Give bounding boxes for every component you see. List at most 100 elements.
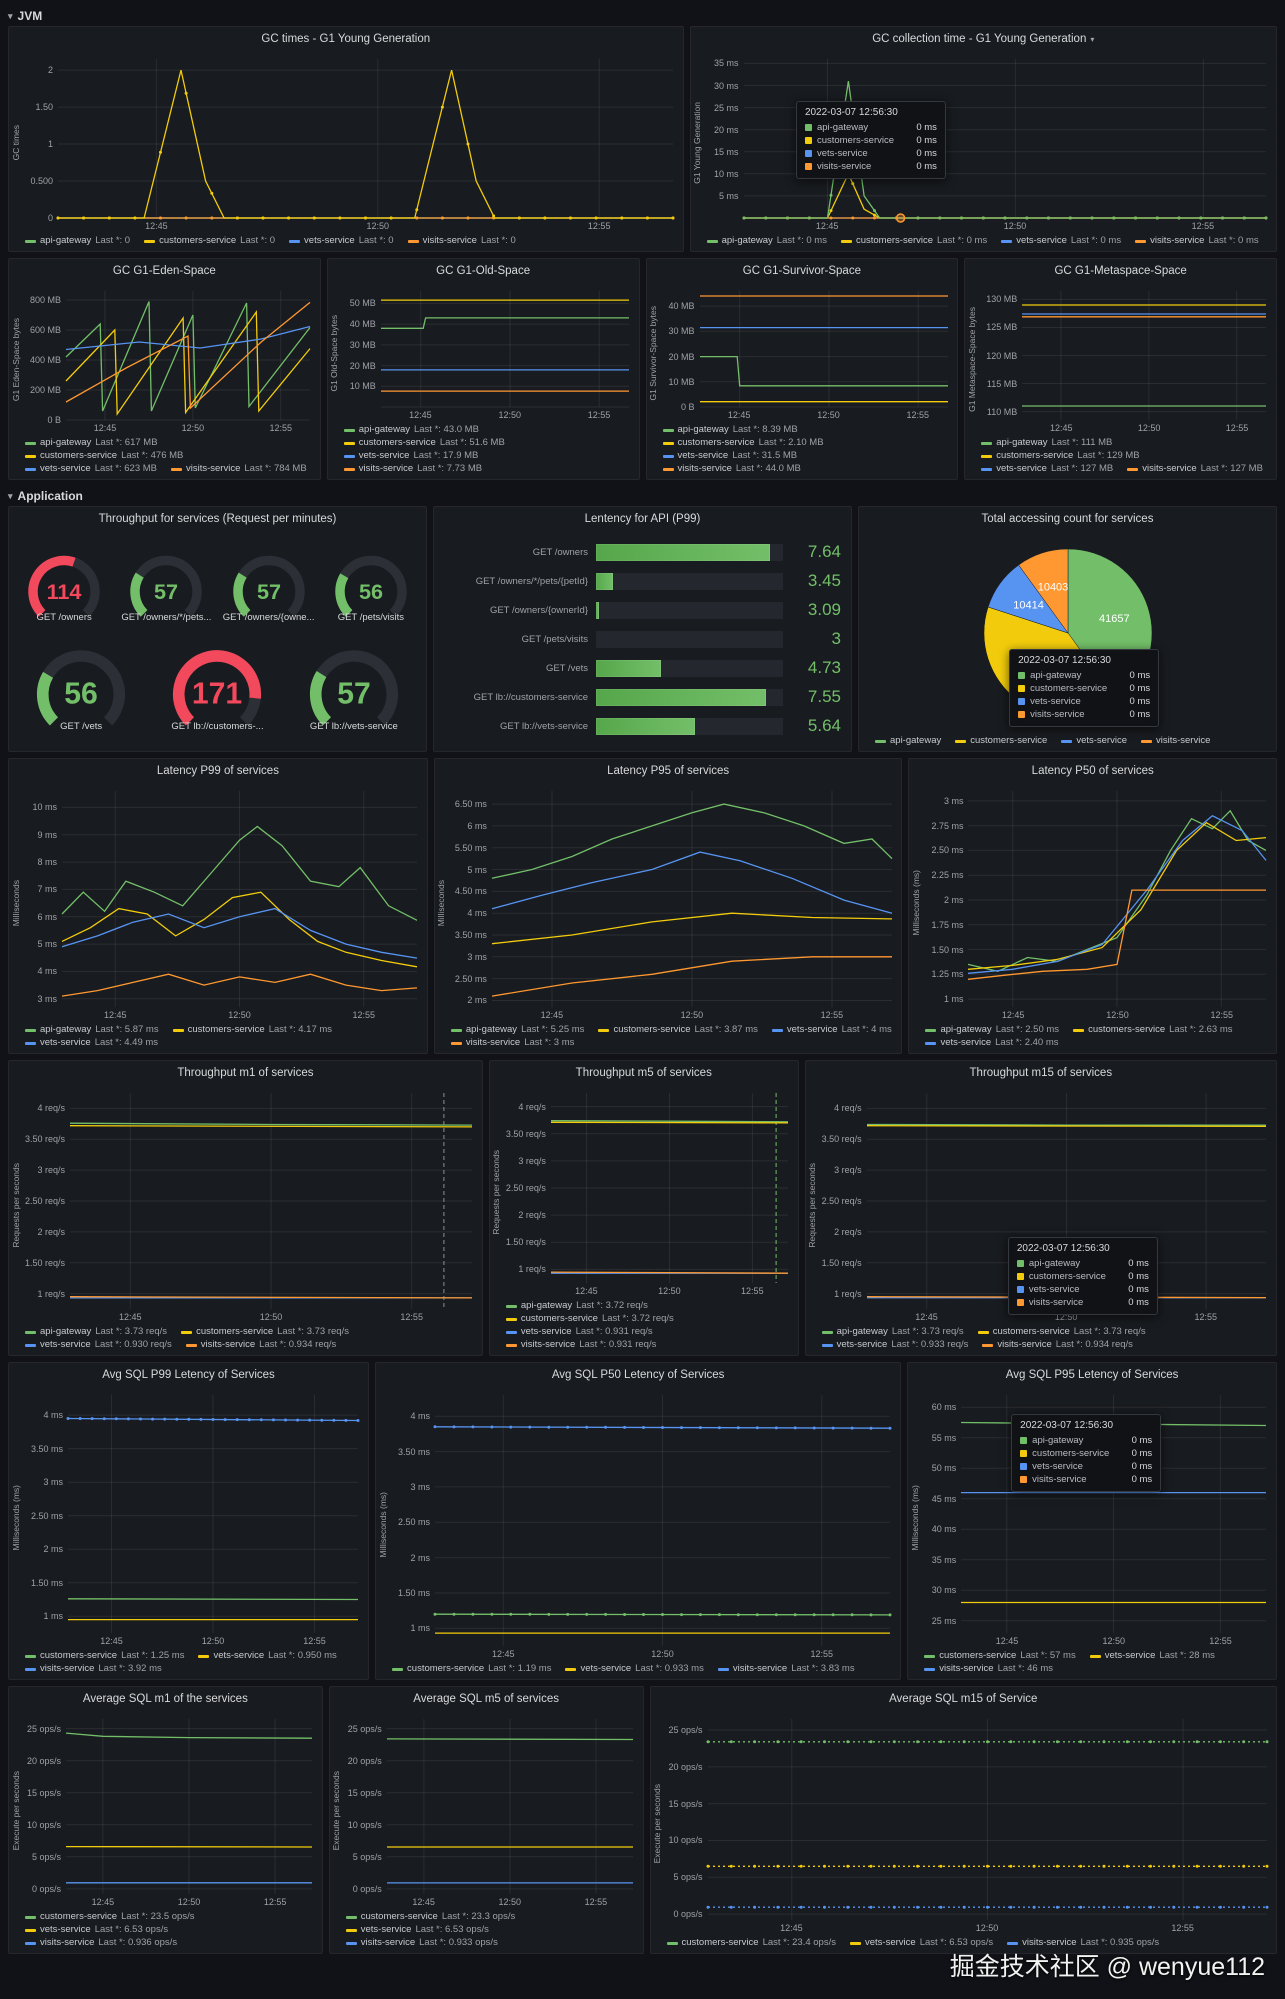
- legend-item-vets-service[interactable]: vets-service Last *: 127 MB: [981, 463, 1113, 475]
- legend-item-customers-service[interactable]: customers-service Last *: 3.87 ms: [598, 1024, 758, 1036]
- legend-item-vets-service[interactable]: vets-service Last *: 0.931 req/s: [505, 1326, 653, 1338]
- panel-header[interactable]: Lentency for API (P99): [434, 507, 851, 531]
- panel-header[interactable]: Average SQL m1 of the services: [9, 1687, 322, 1711]
- legend-item-customers-service[interactable]: customers-service Last *: 23.3 ops/s: [345, 1911, 515, 1923]
- plot-area[interactable]: 50 MB 40 MB 30 MB 20 MB 10 MB 12:45 12:50 12:55: [341, 283, 639, 423]
- legend-item-api-gateway[interactable]: api-gateway Last *: 5.87 ms: [25, 1024, 159, 1036]
- legend-item-customers-service[interactable]: customers-service Last *: 23.4 ops/s: [666, 1937, 836, 1949]
- plot-area[interactable]: 3 ms 2.75 ms 2.50 ms 2.25 ms 2 ms 1.75 ms 1.50…: [922, 783, 1276, 1023]
- legend-item-visits-service[interactable]: visits-service Last *: 3.92 ms: [25, 1663, 162, 1675]
- legend-item-customers-service[interactable]: customers-service Last *: 57 ms: [924, 1650, 1076, 1662]
- panel-header[interactable]: Throughput m5 of services: [490, 1061, 798, 1085]
- legend-item-visits-service[interactable]: visits-service Last *: 0.931 req/s: [505, 1339, 656, 1351]
- legend-item-visits-service[interactable]: visits-service Last *: 127 MB: [1127, 463, 1263, 475]
- legend-item-vets-service[interactable]: vets-service Last *: 2.40 ms: [925, 1037, 1059, 1049]
- panel-body[interactable]: GET /owners 7.64 GET /owners/*/pets/{petId…: [434, 531, 851, 751]
- plot-area[interactable]: 40 MB 30 MB 20 MB 10 MB 0 B 12:45 12:50 12:55: [660, 283, 958, 423]
- legend-item-api-gateway[interactable]: api-gateway Last *: 43.0 MB: [343, 424, 479, 436]
- legend-item-visits-service[interactable]: visits-service Last *: 46 ms: [924, 1663, 1053, 1675]
- legend-item-vets-service[interactable]: vets-service Last *: 0.933 req/s: [821, 1339, 968, 1351]
- legend-item-api-gateway[interactable]: api-gateway Last *: 2.50 ms: [925, 1024, 1059, 1036]
- panel-header[interactable]: Throughput m15 of services: [806, 1061, 1276, 1085]
- panel-header[interactable]: Throughput m1 of services: [9, 1061, 482, 1085]
- legend-item-vets-service[interactable]: vets-service Last *: 4 ms: [771, 1024, 892, 1036]
- legend-item-customers-service[interactable]: customers-service Last *: 2.10 MB: [662, 437, 824, 449]
- legend-item-customers-service[interactable]: customers-service Last *: 2.63 ms: [1073, 1024, 1233, 1036]
- legend-item-customers-service[interactable]: customers-service Last *: 129 MB: [981, 450, 1140, 462]
- panel-body[interactable]: Milliseconds (ms) 4 ms 3.50 ms 3 ms 2.50 ms 2…: [376, 1387, 900, 1662]
- legend-item-api-gateway[interactable]: api-gateway: [875, 735, 941, 747]
- legend-item-vets-service[interactable]: vets-service Last *: 0.950 ms: [198, 1650, 337, 1662]
- legend-item-visits-service[interactable]: visits-service Last *: 3 ms: [450, 1037, 574, 1049]
- plot-area[interactable]: 130 MB 125 MB 120 MB 115 MB 110 MB 12:45 12:50…: [978, 283, 1276, 436]
- panel-header[interactable]: Average SQL m15 of Service: [651, 1687, 1277, 1711]
- legend-item-vets-service[interactable]: vets-service Last *: 31.5 MB: [662, 450, 797, 462]
- legend-item-vets-service[interactable]: vets-service Last *: 0: [289, 235, 394, 247]
- panel-body[interactable]: 114 GET /owners 57 GET /owners/*/pets... 57 G…: [9, 531, 426, 751]
- legend-item-customers-service[interactable]: customers-service Last *: 1.25 ms: [25, 1650, 184, 1662]
- legend-item-customers-service[interactable]: customers-service Last *: 3.73 req/s: [977, 1326, 1146, 1338]
- legend-item-vets-service[interactable]: vets-service Last *: 4.49 ms: [25, 1037, 158, 1049]
- legend-item-customers-service[interactable]: customers-service Last *: 476 MB: [25, 450, 183, 462]
- panel-body[interactable]: G1 Old-Space bytes 50 MB 40 MB 30 MB 20 MB 10…: [328, 283, 639, 423]
- panel-header[interactable]: Avg SQL P99 Letency of Services: [9, 1363, 368, 1387]
- plot-area[interactable]: 60 ms 55 ms 50 ms 45 ms 40 ms 35 ms 30 ms 25 ms…: [921, 1387, 1276, 1649]
- legend-item-visits-service[interactable]: visits-service Last *: 0.933 ops/s: [345, 1937, 498, 1949]
- panel-body[interactable]: Milliseconds (ms) 4 ms 3.50 ms 3 ms 2.50 ms 2…: [9, 1387, 368, 1649]
- panel-body[interactable]: Execute per seconds 25 ops/s 20 ops/s 15 op…: [9, 1711, 322, 1910]
- plot-area[interactable]: 35 ms 30 ms 25 ms 20 ms 15 ms 10 ms 5 ms 12:45 1…: [704, 51, 1276, 234]
- panel-header[interactable]: Average SQL m5 of services: [330, 1687, 643, 1711]
- legend-item-visits-service[interactable]: visits-service Last *: 44.0 MB: [662, 463, 801, 475]
- panel-header[interactable]: GC G1-Metaspace-Space: [965, 259, 1276, 283]
- panel-body[interactable]: Milliseconds 10 ms 9 ms 8 ms 7 ms 6 ms 5 ms 4 m…: [9, 783, 427, 1023]
- plot-area[interactable]: 4 ms 3.50 ms 3 ms 2.50 ms 2 ms 1.50 ms 1 ms 12:…: [389, 1387, 900, 1662]
- section-header-jvm[interactable]: ▾ JVM: [8, 6, 1277, 26]
- panel-body[interactable]: Requests per seconds 4 req/s 3.50 req/s 3 r…: [490, 1085, 798, 1299]
- panel-header[interactable]: Throughput for services (Request per min…: [9, 507, 426, 531]
- panel-header[interactable]: Latency P95 of services: [435, 759, 902, 783]
- legend-item-api-gateway[interactable]: api-gateway Last *: 5.25 ms: [450, 1024, 584, 1036]
- plot-area[interactable]: 25 ops/s 20 ops/s 15 ops/s 10 ops/s 5 ops/s 0…: [343, 1711, 643, 1910]
- plot-area[interactable]: 4 ms 3.50 ms 3 ms 2.50 ms 2 ms 1.50 ms 1 ms 12:…: [22, 1387, 368, 1649]
- panel-body[interactable]: G1 Metaspace-Space bytes 130 MB 125 MB 120 …: [965, 283, 1276, 436]
- panel-header[interactable]: GC collection time - G1 Young Generation…: [691, 27, 1276, 51]
- legend-item-visits-service[interactable]: visits-service: [1141, 735, 1210, 747]
- legend-item-vets-service[interactable]: vets-service Last *: 6.53 ops/s: [25, 1924, 168, 1936]
- legend-item-customers-service[interactable]: customers-service Last *: 0 ms: [840, 235, 987, 247]
- panel-header[interactable]: GC G1-Survivor-Space: [647, 259, 958, 283]
- legend-item-visits-service[interactable]: visits-service Last *: 0: [407, 235, 516, 247]
- legend-item-api-gateway[interactable]: api-gateway Last *: 8.39 MB: [662, 424, 798, 436]
- pie-slice-visits-service[interactable]: [1017, 548, 1068, 634]
- legend-item-visits-service[interactable]: visits-service Last *: 0.934 req/s: [185, 1339, 336, 1351]
- legend-item-vets-service[interactable]: vets-service: [1061, 735, 1127, 747]
- legend-item-visits-service[interactable]: visits-service Last *: 0.934 req/s: [982, 1339, 1133, 1351]
- legend-item-visits-service[interactable]: visits-service Last *: 0 ms: [1135, 235, 1259, 247]
- panel-header[interactable]: Total accessing count for services: [859, 507, 1276, 531]
- legend-item-customers-service[interactable]: customers-service Last *: 23.5 ops/s: [25, 1911, 195, 1923]
- legend-item-api-gateway[interactable]: api-gateway Last *: 0 ms: [706, 235, 827, 247]
- panel-body[interactable]: Execute per seconds 25 ops/s 20 ops/s 15 op…: [651, 1711, 1277, 1936]
- legend-item-customers-service[interactable]: customers-service Last *: 4.17 ms: [172, 1024, 332, 1036]
- panel-header[interactable]: GC times - G1 Young Generation: [9, 27, 683, 51]
- panel-body[interactable]: Milliseconds (ms) 3 ms 2.75 ms 2.50 ms 2.25 …: [909, 783, 1276, 1023]
- legend-item-vets-service[interactable]: vets-service Last *: 28 ms: [1089, 1650, 1215, 1662]
- legend-item-visits-service[interactable]: visits-service Last *: 784 MB: [171, 463, 307, 475]
- plot-area[interactable]: 4 req/s 3.50 req/s 3 req/s 2.50 req/s 2 req/…: [503, 1085, 798, 1299]
- plot-area[interactable]: 25 ops/s 20 ops/s 15 ops/s 10 ops/s 5 ops/s 0…: [22, 1711, 322, 1910]
- panel-body[interactable]: GC times 2 1.50 1 0.500 0 12:45 12:50 12:55: [9, 51, 683, 234]
- legend-item-vets-service[interactable]: vets-service Last *: 6.53 ops/s: [850, 1937, 993, 1949]
- plot-area[interactable]: 2 1.50 1 0.500 0 12:45 12:50 12:55: [22, 51, 683, 234]
- legend-item-customers-service[interactable]: customers-service: [955, 735, 1047, 747]
- panel-header[interactable]: Avg SQL P50 Letency of Services: [376, 1363, 900, 1387]
- legend-item-vets-service[interactable]: vets-service Last *: 0.930 req/s: [25, 1339, 172, 1351]
- panel-body[interactable]: Requests per seconds 4 req/s 3.50 req/s 3 r…: [9, 1085, 482, 1325]
- legend-item-customers-service[interactable]: customers-service Last *: 1.19 ms: [392, 1663, 551, 1675]
- section-header-application[interactable]: ▾ Application: [8, 486, 1277, 506]
- legend-item-api-gateway[interactable]: api-gateway Last *: 3.73 req/s: [821, 1326, 964, 1338]
- plot-area[interactable]: 6.50 ms 6 ms 5.50 ms 5 ms 4.50 ms 4 ms 3.50 ms…: [448, 783, 902, 1023]
- legend-item-api-gateway[interactable]: api-gateway Last *: 617 MB: [25, 437, 158, 449]
- panel-header[interactable]: Avg SQL P95 Letency of Services: [908, 1363, 1276, 1387]
- legend-item-customers-service[interactable]: customers-service Last *: 51.6 MB: [343, 437, 505, 449]
- legend-item-vets-service[interactable]: vets-service Last *: 0.933 ms: [565, 1663, 704, 1675]
- legend-item-api-gateway[interactable]: api-gateway Last *: 3.73 req/s: [25, 1326, 167, 1338]
